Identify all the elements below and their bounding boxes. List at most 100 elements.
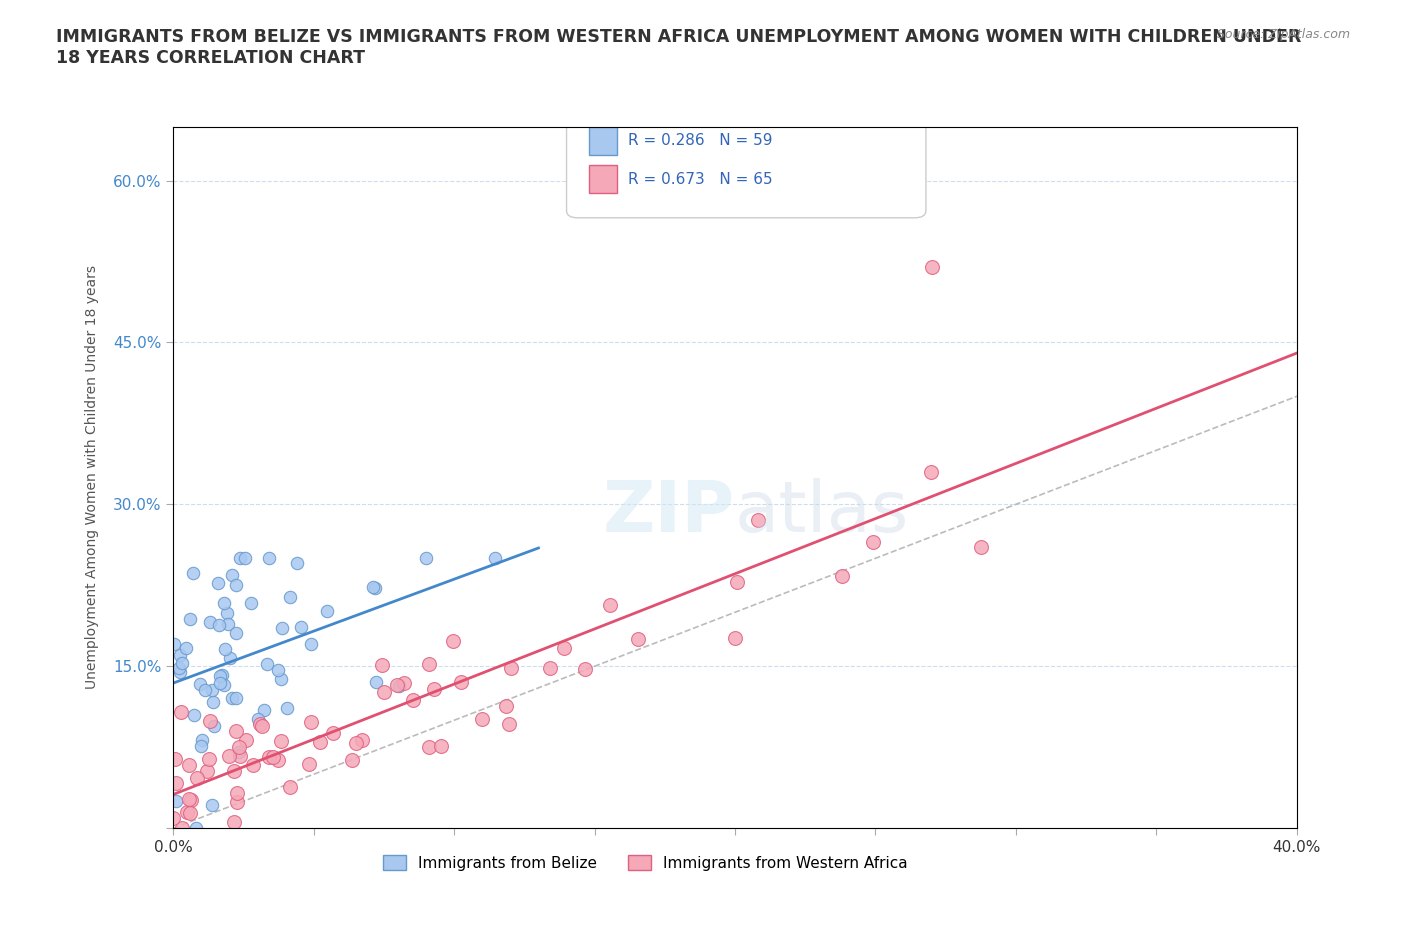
Point: [253, 703, 276, 718]
Point: [862, 535, 884, 550]
Point: [371, 658, 394, 672]
Point: [170, 704, 193, 719]
Point: [225, 625, 247, 640]
Point: [194, 683, 217, 698]
Point: [299, 714, 322, 729]
Point: [169, 664, 191, 679]
Point: [429, 738, 451, 753]
Point: [190, 738, 212, 753]
Point: [179, 791, 201, 806]
FancyBboxPatch shape: [567, 120, 927, 218]
Point: [233, 551, 256, 565]
Point: [200, 713, 222, 728]
Point: [177, 758, 200, 773]
Y-axis label: Unemployment Among Women with Children Under 18 years: Unemployment Among Women with Children U…: [86, 265, 100, 689]
Point: [195, 764, 218, 778]
Point: [242, 758, 264, 773]
Point: [725, 574, 748, 589]
Point: [388, 678, 411, 693]
Point: [198, 615, 221, 630]
Point: [214, 596, 236, 611]
Point: [270, 620, 292, 635]
Point: [215, 605, 238, 620]
Point: [249, 716, 271, 731]
Point: [373, 684, 395, 699]
Point: [270, 733, 292, 748]
Point: [498, 717, 520, 732]
Point: [484, 551, 506, 565]
Point: [167, 661, 190, 676]
Point: [169, 647, 191, 662]
Point: [471, 711, 494, 726]
Point: [214, 642, 236, 657]
Point: [225, 690, 247, 705]
Bar: [589, 126, 617, 154]
Point: [298, 757, 321, 772]
Point: [229, 551, 252, 565]
Point: [495, 698, 517, 713]
Point: [280, 589, 302, 604]
Point: [225, 786, 247, 801]
Point: [270, 671, 292, 686]
Point: [921, 259, 943, 274]
Point: [208, 618, 231, 632]
Point: [201, 695, 224, 710]
Point: [553, 640, 575, 655]
Point: [340, 752, 363, 767]
Point: [170, 656, 193, 671]
Point: [276, 701, 298, 716]
Point: [970, 539, 993, 554]
Bar: [589, 166, 617, 193]
Point: [174, 641, 197, 656]
Point: [831, 569, 853, 584]
Point: [180, 793, 202, 808]
Point: [290, 619, 312, 634]
Text: atlas: atlas: [735, 478, 910, 547]
Point: [225, 578, 247, 592]
Text: R = 0.286   N = 59: R = 0.286 N = 59: [628, 133, 773, 148]
Point: [538, 661, 561, 676]
Point: [259, 551, 281, 565]
Point: [225, 724, 247, 738]
Point: [627, 631, 650, 646]
Point: [181, 565, 204, 580]
Point: [450, 674, 472, 689]
Point: [278, 779, 301, 794]
Point: [364, 674, 387, 689]
Point: [201, 683, 224, 698]
Point: [219, 651, 242, 666]
Point: [197, 751, 219, 766]
Point: [262, 750, 284, 764]
Point: [392, 676, 415, 691]
Point: [228, 740, 250, 755]
Text: Source: ZipAtlas.com: Source: ZipAtlas.com: [1216, 28, 1350, 41]
Point: [422, 682, 444, 697]
Point: [361, 580, 384, 595]
Point: [179, 612, 201, 627]
Text: IMMIGRANTS FROM BELIZE VS IMMIGRANTS FROM WESTERN AFRICA UNEMPLOYMENT AMONG WOME: IMMIGRANTS FROM BELIZE VS IMMIGRANTS FRO…: [56, 28, 1302, 67]
Point: [402, 693, 425, 708]
Point: [441, 633, 464, 648]
Point: [920, 465, 942, 480]
Point: [285, 556, 308, 571]
Point: [183, 708, 205, 723]
Point: [501, 660, 523, 675]
Point: [208, 669, 231, 684]
Legend: Immigrants from Belize, Immigrants from Western Africa: Immigrants from Belize, Immigrants from …: [377, 848, 914, 877]
Point: [224, 764, 246, 778]
Point: [235, 733, 257, 748]
Point: [211, 668, 233, 683]
Point: [184, 820, 207, 835]
Point: [188, 677, 211, 692]
Point: [239, 596, 262, 611]
Point: [418, 739, 440, 754]
Text: ZIP: ZIP: [603, 478, 735, 547]
Point: [250, 719, 273, 734]
Point: [217, 617, 239, 631]
Point: [162, 636, 184, 651]
Point: [165, 776, 187, 790]
Point: [747, 512, 769, 527]
Point: [266, 662, 288, 677]
Point: [221, 567, 243, 582]
Point: [176, 805, 198, 820]
